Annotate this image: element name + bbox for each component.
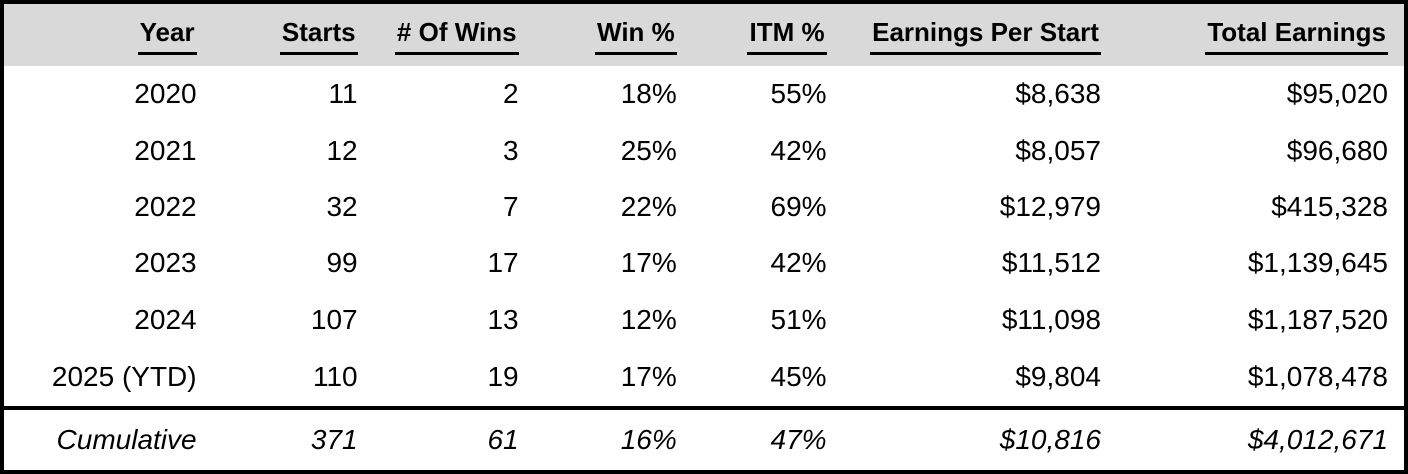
table-body: 2020 11 2 18% 55% $8,638 $95,020 2021 12 3 25% 42% $… (4, 66, 1404, 408)
header-row: Year Starts # Of Wins Win % ITM % Earnings Pe… (4, 4, 1404, 66)
cell-year: 2024 (134, 303, 197, 335)
cumulative-of-wins: 61 (373, 406, 535, 470)
cell-total-earnings: $95,020 (1286, 78, 1388, 110)
table-row-2022: 2022 32 7 22% 69% $12,979 $415,328 (4, 179, 1404, 235)
table-row-2025-ytd: 2025 (YTD) 110 19 17% 45% $9,804 $1,078,478 (4, 348, 1404, 408)
column-header-label: ITM % (747, 15, 827, 55)
cumulative-win: 16% (534, 406, 693, 470)
cumulative-itm: 47% (692, 406, 843, 470)
yearly-performance-table: Year Starts # Of Wins Win % ITM % Earnings Pe… (4, 4, 1404, 470)
cell-year: 2023 (134, 247, 197, 279)
cell-itm: 45% (770, 361, 827, 393)
table-row-2021: 2021 12 3 25% 42% $8,057 $96,680 (4, 122, 1404, 178)
cell-starts: 12 (326, 134, 358, 166)
column-header-starts: Starts (213, 4, 374, 66)
column-header-label: Starts (279, 15, 358, 55)
column-header-earnings-per-start: Earnings Per Start (843, 4, 1117, 66)
table-footer: Cumulative 371 61 16% 47% $10,816 $4,012,671 (4, 406, 1404, 470)
cell-win: 18% (620, 78, 677, 110)
column-header-label: # Of Wins (394, 15, 519, 55)
cell-itm: 55% (770, 78, 827, 110)
cell-starts: 99 (326, 247, 358, 279)
cell-itm: 42% (770, 134, 827, 166)
cell-total-earnings: $415,328 (1271, 191, 1388, 223)
cell-of-wins: 7 (503, 191, 519, 223)
cell-win: 22% (620, 191, 677, 223)
cell-win: 17% (620, 247, 677, 279)
cumulative-year: Cumulative (4, 406, 213, 470)
cell-win: 17% (620, 361, 677, 393)
cell-win: 12% (620, 303, 677, 335)
cell-starts: 107 (310, 303, 358, 335)
cumulative-total-earnings: $4,012,671 (1116, 406, 1404, 470)
cell-of-wins: 2 (503, 78, 519, 110)
cell-year: 2025 (YTD) (51, 361, 197, 393)
cell-total-earnings: $1,139,645 (1247, 247, 1388, 279)
cell-itm: 51% (770, 303, 827, 335)
cell-of-wins: 17 (487, 247, 519, 279)
cell-win: 25% (620, 134, 677, 166)
cell-earnings-per-start: $12,979 (999, 191, 1101, 223)
cell-earnings-per-start: $11,512 (1001, 247, 1101, 279)
cell-of-wins: 3 (503, 134, 519, 166)
column-header-of-wins: # Of Wins (374, 4, 535, 66)
cell-total-earnings: $1,187,520 (1247, 303, 1388, 335)
cell-of-wins: 19 (487, 361, 519, 393)
column-header-win: Win % (535, 4, 693, 66)
cell-starts: 110 (312, 361, 358, 393)
cell-year: 2022 (134, 191, 197, 223)
cell-itm: 69% (770, 191, 827, 223)
column-header-label: Win % (595, 15, 677, 55)
table-row-2023: 2023 99 17 17% 42% $11,512 $1,139,645 (4, 235, 1404, 291)
cell-itm: 42% (770, 247, 827, 279)
cell-total-earnings: $96,680 (1286, 134, 1388, 166)
cumulative-starts: 371 (212, 406, 374, 470)
cell-starts: 32 (326, 191, 358, 223)
cell-total-earnings: $1,078,478 (1247, 361, 1388, 393)
cell-earnings-per-start: $8,638 (1015, 78, 1101, 110)
table-row-2020: 2020 11 2 18% 55% $8,638 $95,020 (4, 66, 1404, 122)
column-header-label: Year (137, 15, 197, 55)
cell-year: 2021 (134, 134, 197, 166)
column-header-year: Year (4, 4, 213, 66)
cell-earnings-per-start: $8,057 (1015, 134, 1101, 166)
cell-earnings-per-start: $9,804 (1015, 361, 1101, 393)
cell-of-wins: 13 (487, 303, 519, 335)
column-header-itm: ITM % (693, 4, 843, 66)
column-header-total-earnings: Total Earnings (1117, 4, 1404, 66)
cell-earnings-per-start: $11,098 (1001, 303, 1101, 335)
cumulative-row: Cumulative 371 61 16% 47% $10,816 $4,012,671 (4, 406, 1404, 470)
table-row-2024: 2024 107 13 12% 51% $11,098 $1,187,520 (4, 292, 1404, 348)
column-header-label: Total Earnings (1205, 15, 1388, 55)
table-header: Year Starts # Of Wins Win % ITM % Earnings Pe… (4, 4, 1404, 66)
cell-starts: 11 (328, 78, 358, 110)
cumulative-earnings-per-start: $10,816 (842, 406, 1117, 470)
cell-year: 2020 (134, 78, 197, 110)
column-header-label: Earnings Per Start (870, 15, 1101, 55)
